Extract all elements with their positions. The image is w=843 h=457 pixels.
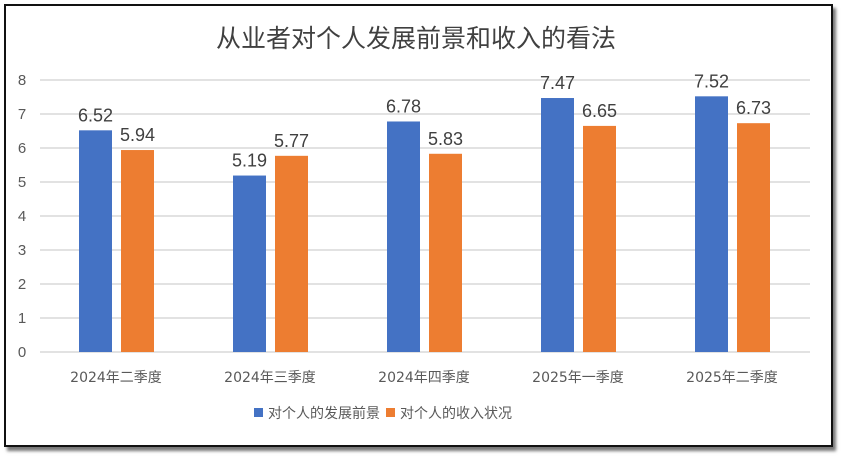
- x-tick-label: 2025年二季度: [686, 370, 778, 386]
- legend-swatch: [254, 408, 263, 417]
- bar: [121, 150, 154, 352]
- y-tick-label: 3: [18, 242, 26, 259]
- y-tick-label: 2: [18, 276, 26, 293]
- x-tick-label: 2025年一季度: [532, 370, 624, 386]
- data-label: 6.78: [386, 96, 421, 116]
- data-label: 5.94: [120, 125, 155, 145]
- y-tick-label: 0: [18, 344, 26, 361]
- bar: [541, 98, 574, 353]
- x-tick-label: 2024年四季度: [378, 370, 470, 386]
- data-label: 5.77: [274, 131, 309, 151]
- y-tick-label: 1: [18, 310, 26, 327]
- data-label: 6.73: [736, 98, 771, 118]
- bar: [275, 155, 308, 352]
- bar: [737, 123, 770, 353]
- legend-label: 对个人的发展前景: [268, 405, 380, 422]
- bar: [387, 121, 420, 352]
- x-tick-label: 2024年二季度: [70, 370, 162, 386]
- bar: [79, 130, 112, 352]
- data-label: 6.52: [78, 105, 113, 125]
- chart-title: 从业者对个人发展前景和收入的看法: [216, 24, 616, 53]
- legend-swatch: [386, 408, 395, 417]
- y-tick-label: 5: [18, 174, 26, 191]
- legend-label: 对个人的收入状况: [400, 406, 512, 422]
- y-tick-label: 4: [18, 208, 26, 225]
- bar: [583, 125, 616, 353]
- y-tick-label: 8: [18, 72, 26, 89]
- y-tick-label: 6: [18, 140, 26, 157]
- data-label: 6.65: [582, 101, 617, 121]
- x-tick-label: 2024年三季度: [224, 370, 316, 386]
- data-label: 7.47: [540, 73, 575, 93]
- data-label: 7.52: [694, 71, 729, 91]
- bar: [695, 96, 728, 352]
- bar: [429, 153, 462, 352]
- y-tick-label: 7: [18, 106, 26, 123]
- bar: [233, 175, 266, 352]
- data-label: 5.19: [232, 151, 267, 171]
- data-label: 5.83: [428, 129, 463, 149]
